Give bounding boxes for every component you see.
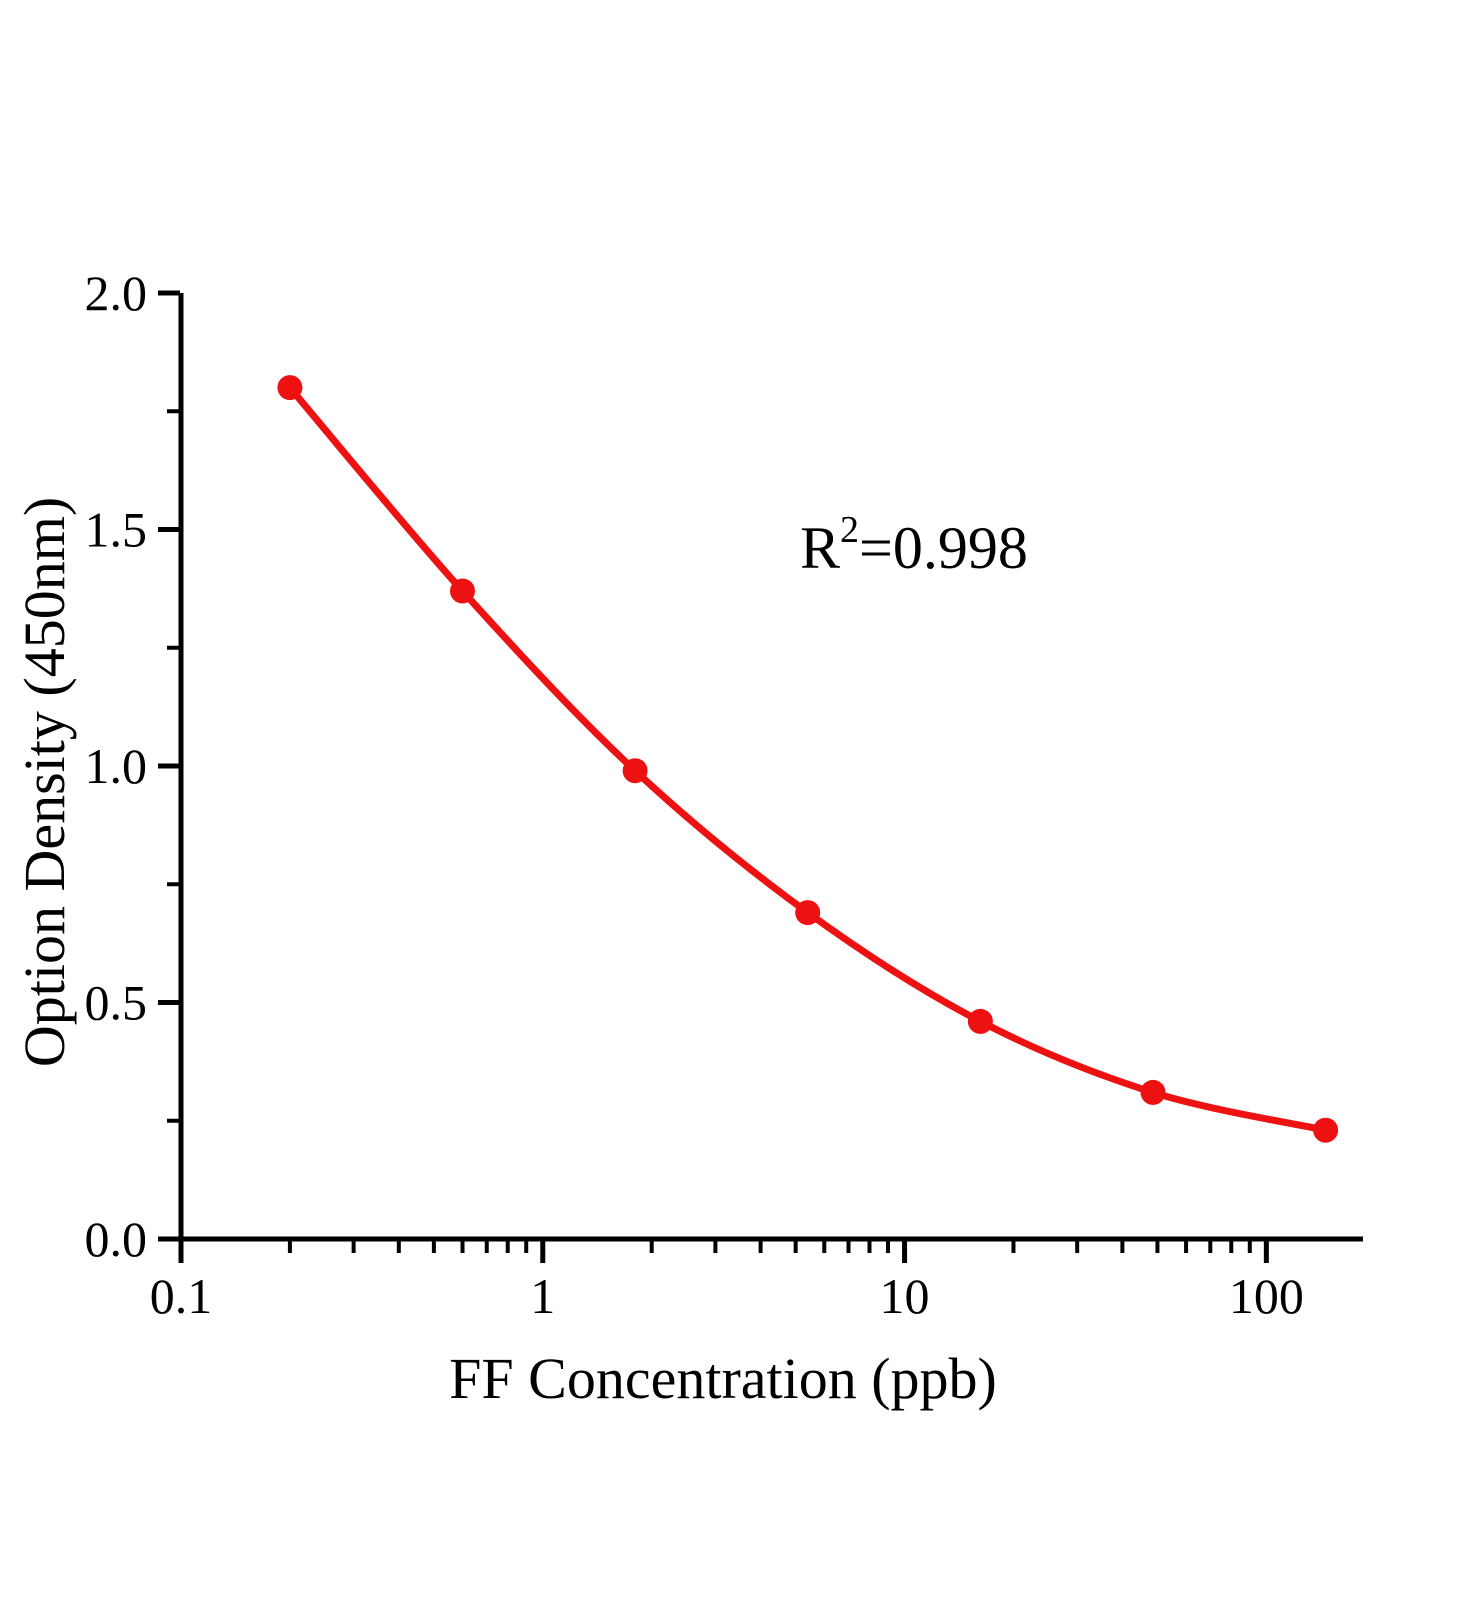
data-point-marker [1313,1117,1339,1143]
r-squared-base: R [800,515,840,581]
data-point-marker [450,578,475,604]
y-tick-label: 0.5 [85,975,148,1031]
chart-generated-layer: 0.0 0.5 1.0 1.5 2.0 0.1 1 10 100 [85,265,1363,1324]
r-squared-annotation: R2=0.998 [800,509,1028,581]
r-squared-value: =0.998 [859,515,1028,581]
data-point-marker [795,900,821,926]
y-axis-title: Option Density (450nm) [12,497,77,1067]
data-point-marker [1140,1079,1166,1105]
x-tick-label: 0.1 [150,1268,213,1324]
y-tick-label: 1.0 [85,738,148,794]
y-tick-label: 1.5 [85,502,148,558]
r-squared-exponent: 2 [840,509,859,551]
x-tick-label: 100 [1229,1268,1304,1324]
x-tick-label: 1 [530,1268,555,1324]
data-point-marker [622,758,648,784]
curve-path [286,384,1330,1134]
data-point-marker [277,375,303,401]
y-tick-label: 2.0 [85,265,148,321]
data-point-marker [967,1008,993,1034]
x-tick-label: 10 [880,1268,930,1324]
x-axis-title: FF Concentration (ppb) [449,1346,997,1411]
y-tick-label: 0.0 [85,1211,148,1267]
